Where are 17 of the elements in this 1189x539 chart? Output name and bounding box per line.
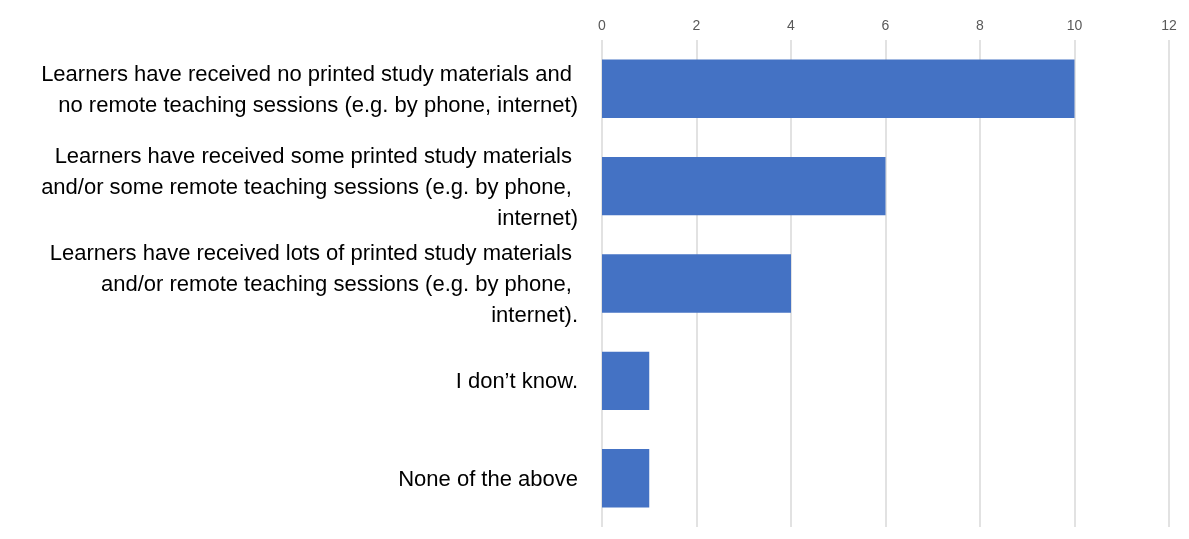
x-tick-label: 12 [1161, 17, 1177, 33]
bar [602, 156, 886, 216]
y-tick-label: Learners have received no printed study materials and no remote teaching sessions (e.g. by phone, internet) [41, 60, 578, 117]
x-tick-label: 2 [692, 17, 701, 33]
y-tick-label: Learners have received some printed study materials and/or some remote teaching sessions (e.g. by phone, internet) [41, 142, 578, 230]
bar [602, 254, 791, 313]
y-tick-label: I don’t know. [455, 368, 578, 394]
bar [602, 351, 650, 411]
y-tick-label: Learners have received lots of printed study materials and/or remote teaching sessions (e.g. by phone, internet). [49, 240, 578, 327]
y-tick-label: None of the above [398, 465, 578, 491]
bar [602, 59, 1075, 118]
x-tick-label: 0 [598, 17, 607, 33]
x-tick-label: 10 [1066, 17, 1083, 33]
x-tick-label: 8 [976, 17, 985, 33]
x-tick-label: 4 [787, 17, 796, 33]
bar [602, 449, 650, 508]
x-tick-label: 6 [881, 17, 890, 33]
